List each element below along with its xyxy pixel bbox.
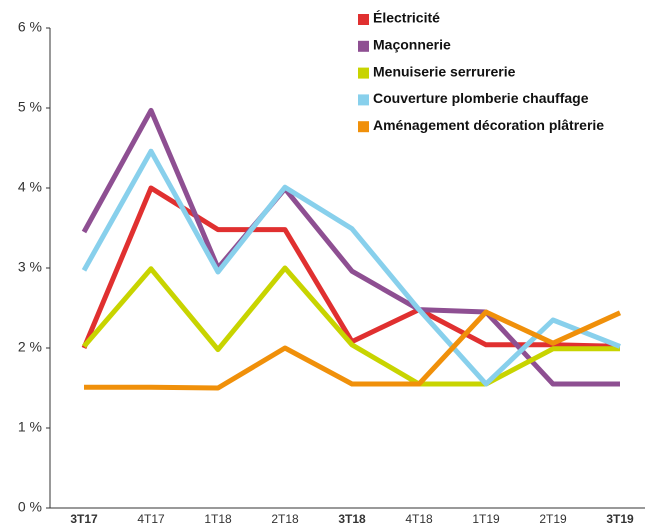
y-tick-label: 4 % (18, 179, 42, 195)
legend-swatch (358, 40, 369, 52)
legend-label: Couverture plomberie chauffage (373, 90, 589, 106)
series-line (81, 148, 621, 387)
legend-swatch (358, 94, 369, 106)
legend-label: Électricité (373, 10, 440, 26)
series-line (84, 309, 622, 391)
series-line (82, 265, 620, 387)
legend-label: Menuiserie serrurerie (373, 63, 516, 79)
x-tick-label: 3T19 (606, 512, 634, 526)
x-tick-label: 2T18 (271, 512, 299, 526)
legend-swatch (358, 67, 369, 79)
x-tick-label: 4T17 (137, 512, 165, 526)
y-tick-label: 1 % (18, 419, 42, 435)
y-tick-label: 2 % (18, 339, 42, 355)
legend-swatch (358, 14, 369, 25)
legend-label: Aménagement décoration plâtrerie (373, 117, 604, 133)
x-tick-label: 4T18 (405, 512, 433, 526)
legend-swatch (358, 121, 369, 133)
y-tick-label: 0 % (18, 499, 42, 515)
legend-label: Maçonnerie (373, 37, 451, 53)
x-tick-label: 3T17 (70, 512, 98, 526)
y-tick-label: 6 % (18, 19, 42, 35)
x-tick-label: 3T18 (338, 512, 366, 526)
x-tick-label: 2T19 (539, 512, 567, 526)
y-tick-label: 5 % (18, 99, 42, 115)
y-tick-label: 3 % (18, 259, 42, 275)
x-tick-label: 1T19 (472, 512, 500, 526)
x-tick-label: 1T18 (204, 512, 232, 526)
